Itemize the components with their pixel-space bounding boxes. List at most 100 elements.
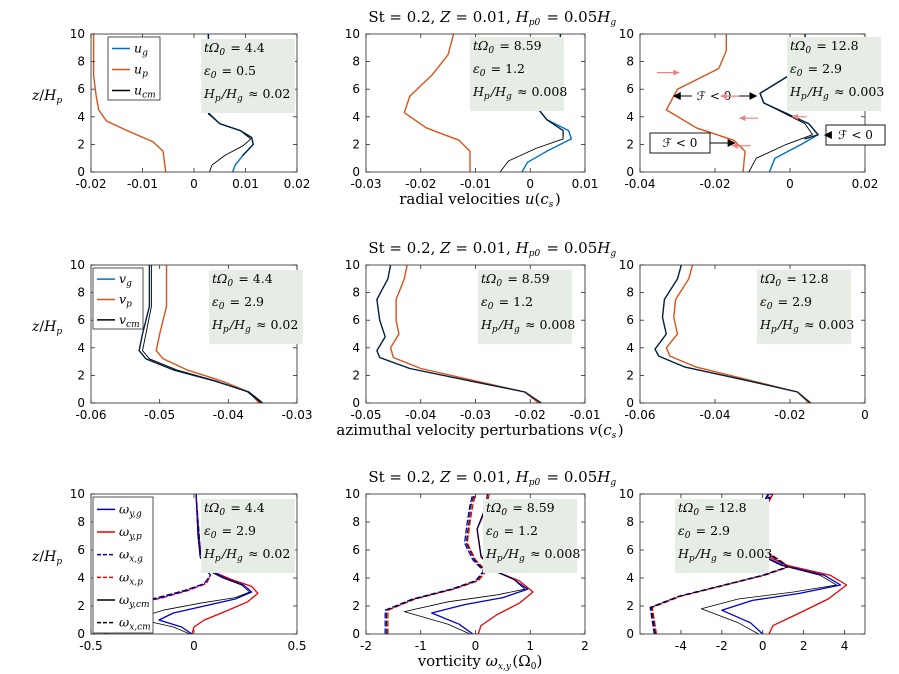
- legend: ωy,g ωy,p ωx,g ωx,p ωy,cm ωx,cm: [92, 496, 154, 634]
- y-tick-label: 0: [77, 396, 85, 410]
- annotation-line: ε0 = 2.9: [212, 294, 264, 312]
- x-axis-label: radial velocities u(cs ): [399, 190, 561, 210]
- x-tick-label: -0.01: [569, 408, 600, 422]
- y-tick-label: 8: [77, 55, 85, 69]
- annotation-box: tΩ0 = 12.8 ε0 = 2.9 Hp /Hg ≈ 0.003: [757, 270, 854, 344]
- y-tick-label: 0: [77, 165, 85, 179]
- legend-label-u_p: up: [134, 62, 149, 80]
- force-label: ℱ < 0: [838, 128, 873, 142]
- series-line-u-p: [403, 34, 471, 172]
- y-tick-label: 2: [352, 137, 360, 151]
- y-tick-label: 10: [619, 258, 634, 272]
- annotation-line: ε0 = 1.2: [481, 294, 533, 312]
- legend: ug up ucm: [107, 36, 161, 101]
- x-tick-label: 0: [861, 408, 869, 422]
- series-line-v-g: [376, 265, 542, 403]
- x-tick-label: -0.01: [127, 177, 158, 191]
- y-tick-label: 0: [626, 165, 634, 179]
- annotation-box: tΩ0 = 4.4 ε0 = 2.9 Hp /Hg ≈ 0.02: [201, 499, 295, 573]
- x-tick-label: 0: [472, 639, 480, 653]
- axes-frame: [639, 493, 866, 635]
- series-line-u-p: [665, 34, 746, 172]
- series-line-v-g: [138, 265, 264, 403]
- x-tick-label: -0.02: [515, 408, 546, 422]
- x-tick-label: -0.02: [774, 408, 805, 422]
- x-tick-label: 0: [759, 639, 767, 653]
- y-tick-label: 4: [626, 341, 634, 355]
- panel-u2: -0.03 -0.02 -0.01 0 0.01 0 2 4 6 8 10 tΩ0 = 8.59 ε0 …: [345, 27, 599, 191]
- y-tick-label: 10: [345, 258, 360, 272]
- annotation-line: ε0 = 1.2: [486, 523, 538, 541]
- y-axis-label: z/Hp: [31, 88, 64, 106]
- panel-v1: -0.06 -0.05 -0.04 -0.03 0 2 4 6 8 10 tΩ0 = 4.4 ε0 =…: [70, 258, 313, 422]
- y-tick-label: 0: [352, 165, 360, 179]
- y-tick-label: 10: [345, 27, 360, 41]
- panel-u1: -0.02 -0.01 0 0.01 0.02 0 2 4 6 8 10 tΩ0 = 4.4 ε0 = …: [70, 27, 311, 191]
- annotation-line: Hp /Hg ≈ 0.008: [485, 546, 580, 564]
- x-tick-label: -0.06: [624, 408, 655, 422]
- annotation-box: tΩ0 = 4.4 ε0 = 2.9 Hp /Hg ≈ 0.02: [209, 270, 303, 344]
- row-title: St = 0.2, Z = 0.01, Hp0 = 0.05Hg: [368, 239, 617, 259]
- x-tick-label: -0.05: [350, 408, 381, 422]
- annotation-line: Hp /Hg ≈ 0.003: [677, 546, 772, 564]
- panel-w3: -4 -2 0 2 4 0 2 4 6 8 10 tΩ0 = 12.8 ε0 = 2.9 Hp /Hg ≈…: [619, 487, 866, 653]
- y-tick-label: 8: [77, 286, 85, 300]
- y-tick-label: 8: [352, 55, 360, 69]
- y-tick-label: 0: [352, 396, 360, 410]
- annotation-line: tΩ0 = 8.59: [473, 38, 542, 56]
- y-tick-label: 4: [352, 110, 360, 124]
- annotation-box: tΩ0 = 4.4 ε0 = 0.5 Hp /Hg ≈ 0.02: [201, 39, 295, 113]
- panel-w2: -2 -1 0 1 2 0 2 4 6 8 10 tΩ0 = 8.59 ε0 = 1.2 Hp /Hg ≈…: [345, 487, 589, 653]
- y-tick-label: 6: [626, 82, 634, 96]
- legend-box: [92, 267, 144, 330]
- annotation-box: tΩ0 = 8.59 ε0 = 1.2 Hp /Hg ≈ 0.008: [478, 270, 575, 344]
- series-line-v-p: [155, 265, 260, 403]
- x-tick-label: 4: [841, 639, 849, 653]
- y-tick-label: 4: [77, 341, 85, 355]
- x-tick-label: 0: [190, 177, 198, 191]
- annotation-line: Hp /Hg ≈ 0.003: [759, 317, 854, 335]
- x-tick-label: 0: [190, 639, 198, 653]
- annotation-line: ε0 = 2.9: [760, 294, 812, 312]
- legend-label-w_xp: ωx,p: [119, 569, 144, 587]
- annotation-line: ε0 = 2.9: [204, 523, 256, 541]
- legend-label-v_g: vg: [119, 271, 133, 289]
- y-tick-label: 8: [352, 515, 360, 529]
- x-tick-label: 2: [800, 639, 808, 653]
- x-tick-label: -2: [360, 639, 372, 653]
- y-tick-label: 10: [345, 487, 360, 501]
- legend-label-v_p: vp: [119, 292, 133, 310]
- annotation-line: tΩ0 = 4.4: [204, 40, 265, 58]
- x-tick-label: -0.04: [213, 408, 244, 422]
- axes-frame: [639, 264, 866, 404]
- y-tick-label: 6: [77, 82, 85, 96]
- annotation-line: ε0 = 2.9: [678, 523, 730, 541]
- annotation-line: ε0 = 2.9: [790, 61, 842, 79]
- annotation-line: Hp /Hg ≈ 0.02: [203, 546, 290, 564]
- series-group: [376, 265, 542, 403]
- x-tick-label: -0.02: [75, 177, 106, 191]
- x-tick-label: -0.05: [144, 408, 175, 422]
- y-tick-label: 2: [626, 368, 634, 382]
- y-tick-label: 6: [352, 313, 360, 327]
- annotation-line: tΩ0 = 8.59: [486, 500, 555, 518]
- row-title: St = 0.2, Z = 0.01, Hp0 = 0.05Hg: [368, 468, 617, 488]
- y-tick-label: 2: [77, 599, 85, 613]
- annotation-line: ε0 = 0.5: [204, 63, 256, 81]
- legend-label-w_xcm: ωx,cm: [119, 615, 152, 633]
- legend-box: [107, 36, 161, 101]
- annotation-line: ε0 = 1.2: [473, 61, 525, 79]
- y-tick-label: 6: [352, 82, 360, 96]
- y-tick-label: 4: [626, 571, 634, 585]
- panel-v3: -0.06 -0.04 -0.02 0 0 2 4 6 8 10 tΩ0 = 12.8 ε0 = 2.…: [619, 258, 869, 422]
- x-tick-label: -1: [415, 639, 427, 653]
- x-tick-label: -0.02: [699, 177, 730, 191]
- row-title: St = 0.2, Z = 0.01, Hp0 = 0.05Hg: [368, 8, 617, 28]
- series-group: [138, 265, 264, 403]
- y-tick-label: 10: [619, 487, 634, 501]
- y-tick-label: 6: [626, 543, 634, 557]
- y-tick-label: 10: [70, 258, 85, 272]
- y-tick-label: 2: [77, 368, 85, 382]
- y-tick-label: 8: [626, 55, 634, 69]
- y-tick-label: 2: [352, 368, 360, 382]
